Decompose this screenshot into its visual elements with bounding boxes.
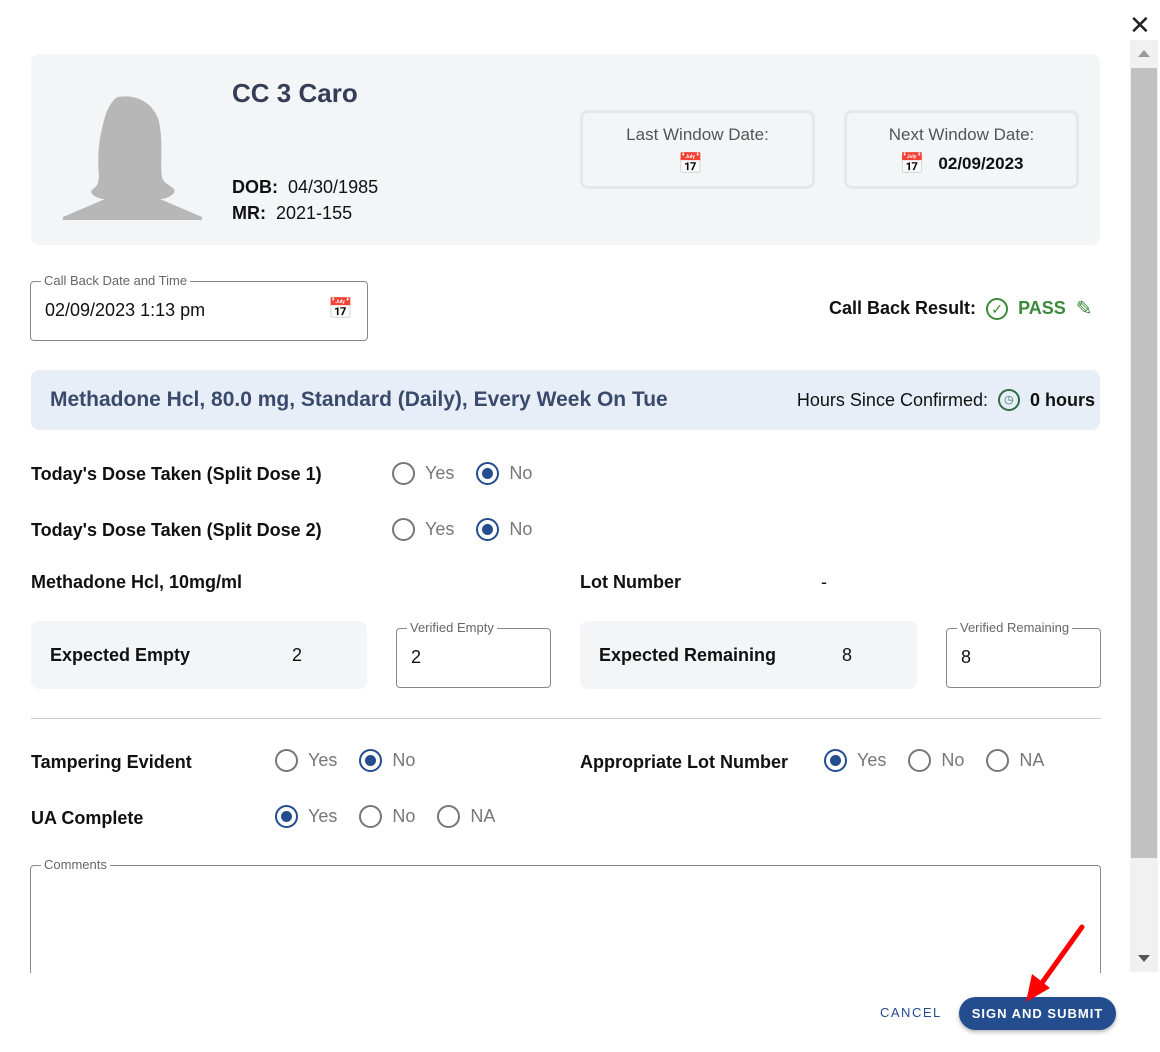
scrollbar[interactable] [1130, 40, 1158, 972]
yes-label: Yes [308, 750, 338, 770]
dose-title: Methadone Hcl, 80.0 mg, Standard (Daily)… [50, 388, 668, 411]
split-dose-1-radio-group: Yes No [392, 462, 532, 485]
radio-no[interactable] [908, 749, 932, 772]
radio-yes[interactable] [392, 462, 415, 485]
verified-empty-value[interactable]: 2 [411, 647, 422, 667]
next-window-label: Next Window Date: [888, 125, 1035, 144]
calendar-icon[interactable]: 📅 [328, 298, 353, 320]
close-button[interactable]: ✕ [1129, 10, 1151, 40]
mr-label: MR: [232, 203, 266, 223]
calendar-icon[interactable]: 📅 [899, 153, 925, 175]
radio-no[interactable] [359, 749, 383, 772]
yes-label: Yes [425, 463, 455, 483]
callback-datetime-field[interactable]: Call Back Date and Time 02/09/2023 1:13 … [30, 273, 368, 341]
radio-yes[interactable] [275, 805, 298, 828]
next-window-date: Next Window Date: 📅 02/09/2023 [844, 110, 1079, 189]
avatar [63, 96, 202, 220]
radio-na[interactable] [437, 805, 461, 828]
na-label: NA [1019, 750, 1045, 770]
callback-result-value: PASS [1018, 298, 1066, 318]
radio-na[interactable] [986, 749, 1010, 772]
yes-label: Yes [308, 806, 338, 826]
radio-yes[interactable] [392, 518, 415, 541]
callback-result-label: Call Back Result: [829, 298, 977, 318]
appropriate-lot-label: Appropriate Lot Number [580, 752, 789, 772]
red-arrow-annotation [1026, 924, 1085, 1002]
check-circle-icon: ✓ [986, 297, 1009, 320]
split-dose-2-label: Today's Dose Taken (Split Dose 2) [31, 520, 322, 540]
last-window-label: Last Window Date: [626, 125, 769, 144]
no-label: No [392, 806, 416, 826]
patient-name: CC 3 Caro [232, 78, 358, 108]
radio-no[interactable] [476, 518, 500, 541]
tampering-radio-group: Yes No [275, 749, 415, 772]
verified-empty-field[interactable]: Verified Empty 2 [396, 620, 551, 688]
split-dose-1-label: Today's Dose Taken (Split Dose 1) [31, 464, 322, 484]
verified-remaining-label: Verified Remaining [957, 620, 1073, 635]
clock-icon: ◷ [997, 389, 1020, 411]
no-label: No [941, 750, 965, 770]
hours-value: 0 hours [1029, 389, 1095, 410]
comments-label: Comments [41, 857, 110, 872]
split-dose-2-radio-group: Yes No [392, 518, 532, 541]
expected-remaining-label: Expected Remaining [599, 644, 777, 665]
verified-remaining-value[interactable]: 8 [961, 647, 972, 667]
dose-banner: Methadone Hcl, 80.0 mg, Standard (Daily)… [31, 370, 1100, 430]
dob-label: DOB: [232, 177, 278, 197]
radio-yes[interactable] [824, 749, 847, 772]
na-label: NA [470, 806, 496, 826]
sign-and-submit-button[interactable]: SIGN AND SUBMIT [959, 997, 1116, 1030]
medication-name: Methadone Hcl, 10mg/ml [31, 572, 243, 592]
edit-pencil-icon[interactable]: ✎ [1075, 298, 1093, 320]
mr-value: 2021-155 [276, 203, 353, 223]
callback-result: Call Back Result: ✓ PASS ✎ [829, 296, 1093, 321]
scroll-thumb[interactable] [1131, 68, 1157, 858]
dob: DOB: 04/30/1985 [232, 177, 378, 198]
expected-empty-value: 2 [292, 644, 303, 665]
expected-remaining-value: 8 [842, 644, 853, 665]
ua-complete-radio-group: Yes No NA [275, 805, 495, 828]
verified-empty-label: Verified Empty [407, 620, 497, 635]
no-label: No [509, 463, 533, 483]
callback-label: Call Back Date and Time [41, 273, 191, 288]
expected-remaining: Expected Remaining 8 [580, 621, 917, 689]
next-window-value: 02/09/2023 [938, 153, 1024, 173]
radio-yes[interactable] [275, 749, 298, 772]
lot-number-value: - [821, 572, 827, 592]
appropriate-lot-radio-group: Yes No NA [824, 749, 1044, 772]
yes-label: Yes [857, 750, 887, 770]
scroll-down-icon[interactable] [1138, 955, 1150, 962]
scroll-up-icon[interactable] [1138, 50, 1150, 57]
expected-empty-label: Expected Empty [50, 644, 191, 665]
radio-no[interactable] [359, 805, 383, 828]
footer [0, 973, 1130, 1052]
last-window-date: Last Window Date: 📅 [580, 110, 815, 189]
verified-remaining-field[interactable]: Verified Remaining 8 [946, 620, 1101, 688]
cancel-button[interactable]: CANCEL [880, 1005, 942, 1020]
radio-no[interactable] [476, 462, 500, 485]
callback-value[interactable]: 02/09/2023 1:13 pm [45, 300, 206, 320]
lot-number-label: Lot Number [580, 572, 681, 592]
expected-empty: Expected Empty 2 [31, 621, 367, 689]
no-label: No [509, 519, 533, 539]
no-label: No [392, 750, 416, 770]
tampering-label: Tampering Evident [31, 752, 192, 772]
dob-value: 04/30/1985 [288, 177, 379, 197]
yes-label: Yes [425, 519, 455, 539]
mr: MR: 2021-155 [232, 203, 352, 224]
divider [31, 718, 1101, 719]
hours-label: Hours Since Confirmed: [796, 389, 988, 410]
ua-complete-label: UA Complete [31, 808, 144, 828]
calendar-icon[interactable]: 📅 [678, 153, 703, 175]
